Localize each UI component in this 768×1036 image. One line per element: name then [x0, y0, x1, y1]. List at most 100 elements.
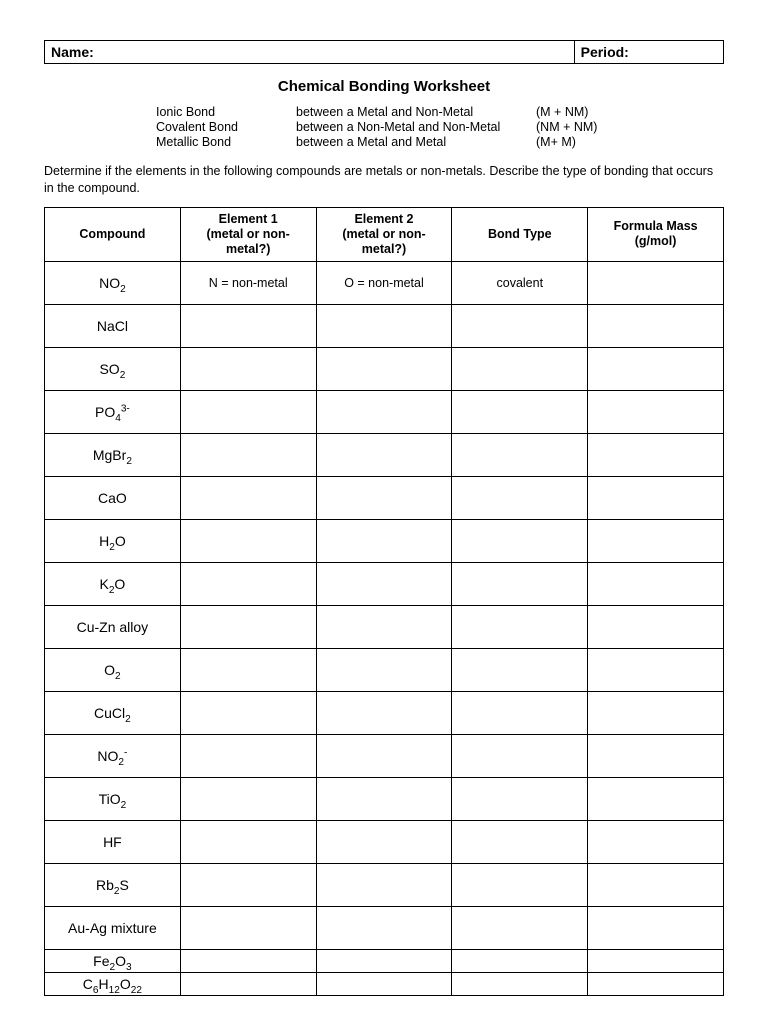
- mass-cell: [588, 820, 724, 863]
- bond-def-short: (M + NM): [536, 105, 626, 119]
- el2-cell: [316, 476, 452, 519]
- el2-cell: [316, 605, 452, 648]
- compound-cell: NO2-: [45, 734, 181, 777]
- mass-cell: [588, 777, 724, 820]
- bond-cell: [452, 691, 588, 734]
- el1-cell: [180, 906, 316, 949]
- el1-cell: [180, 734, 316, 777]
- bond-def-name: Metallic Bond: [156, 135, 296, 149]
- mass-cell: [588, 476, 724, 519]
- compound-cell: CuCl2: [45, 691, 181, 734]
- table-row: MgBr2: [45, 433, 724, 476]
- table-row: K2O: [45, 562, 724, 605]
- table-row: O2: [45, 648, 724, 691]
- mass-cell: [588, 906, 724, 949]
- table-row: NaCl: [45, 304, 724, 347]
- bond-cell: [452, 304, 588, 347]
- el2-cell: [316, 433, 452, 476]
- el2-cell: [316, 972, 452, 995]
- el2-cell: [316, 648, 452, 691]
- el1-cell: [180, 972, 316, 995]
- bond-cell: [452, 777, 588, 820]
- bond-cell: [452, 433, 588, 476]
- instructions: Determine if the elements in the followi…: [44, 163, 724, 197]
- bond-cell: covalent: [452, 261, 588, 304]
- el1-cell: [180, 820, 316, 863]
- compound-cell: O2: [45, 648, 181, 691]
- bond-cell: [452, 949, 588, 972]
- table-row: H2O: [45, 519, 724, 562]
- el2-cell: [316, 519, 452, 562]
- el2-cell: O = non-metal: [316, 261, 452, 304]
- compound-cell: Cu-Zn alloy: [45, 605, 181, 648]
- bond-cell: [452, 390, 588, 433]
- el2-cell: [316, 863, 452, 906]
- table-row: C6H12O22: [45, 972, 724, 995]
- mass-cell: [588, 863, 724, 906]
- table-row: TiO2: [45, 777, 724, 820]
- el2-cell: [316, 906, 452, 949]
- bond-cell: [452, 562, 588, 605]
- bond-def-short: (M+ M): [536, 135, 626, 149]
- mass-cell: [588, 562, 724, 605]
- el2-cell: [316, 390, 452, 433]
- el1-cell: [180, 347, 316, 390]
- mass-cell: [588, 519, 724, 562]
- compound-cell: Rb2S: [45, 863, 181, 906]
- table-row: HF: [45, 820, 724, 863]
- el2-cell: [316, 820, 452, 863]
- el2-cell: [316, 304, 452, 347]
- mass-cell: [588, 605, 724, 648]
- bond-def-desc: between a Metal and Metal: [296, 135, 536, 149]
- compound-cell: NaCl: [45, 304, 181, 347]
- compound-cell: Fe2O3: [45, 949, 181, 972]
- compound-cell: TiO2: [45, 777, 181, 820]
- bond-definitions: Ionic Bond between a Metal and Non-Metal…: [156, 105, 724, 149]
- el1-cell: [180, 691, 316, 734]
- bond-cell: [452, 519, 588, 562]
- compound-cell: NO2: [45, 261, 181, 304]
- compounds-table: CompoundElement 1(metal or non-metal?)El…: [44, 207, 724, 996]
- mass-cell: [588, 734, 724, 777]
- el2-cell: [316, 777, 452, 820]
- el2-cell: [316, 734, 452, 777]
- mass-cell: [588, 949, 724, 972]
- mass-cell: [588, 648, 724, 691]
- el1-cell: [180, 562, 316, 605]
- el2-cell: [316, 347, 452, 390]
- mass-cell: [588, 304, 724, 347]
- header-bar: Name: Period:: [44, 40, 724, 64]
- bond-cell: [452, 906, 588, 949]
- bond-def-short: (NM + NM): [536, 120, 626, 134]
- table-row: Cu-Zn alloy: [45, 605, 724, 648]
- el1-cell: [180, 863, 316, 906]
- bond-def-name: Covalent Bond: [156, 120, 296, 134]
- table-row: CaO: [45, 476, 724, 519]
- bond-cell: [452, 972, 588, 995]
- el1-cell: [180, 390, 316, 433]
- el1-cell: [180, 519, 316, 562]
- el1-cell: [180, 605, 316, 648]
- name-field-label: Name:: [45, 41, 575, 64]
- compound-cell: C6H12O22: [45, 972, 181, 995]
- table-header: Compound: [45, 207, 181, 261]
- el1-cell: [180, 433, 316, 476]
- bond-cell: [452, 605, 588, 648]
- el1-cell: [180, 949, 316, 972]
- table-row: PO43-: [45, 390, 724, 433]
- bond-def-desc: between a Non-Metal and Non-Metal: [296, 120, 536, 134]
- el2-cell: [316, 949, 452, 972]
- compound-cell: H2O: [45, 519, 181, 562]
- bond-cell: [452, 820, 588, 863]
- table-row: NO2-: [45, 734, 724, 777]
- mass-cell: [588, 972, 724, 995]
- el1-cell: [180, 648, 316, 691]
- el1-cell: N = non-metal: [180, 261, 316, 304]
- compound-cell: PO43-: [45, 390, 181, 433]
- el1-cell: [180, 777, 316, 820]
- table-row: SO2: [45, 347, 724, 390]
- el2-cell: [316, 691, 452, 734]
- bond-def-desc: between a Metal and Non-Metal: [296, 105, 536, 119]
- mass-cell: [588, 691, 724, 734]
- compound-cell: CaO: [45, 476, 181, 519]
